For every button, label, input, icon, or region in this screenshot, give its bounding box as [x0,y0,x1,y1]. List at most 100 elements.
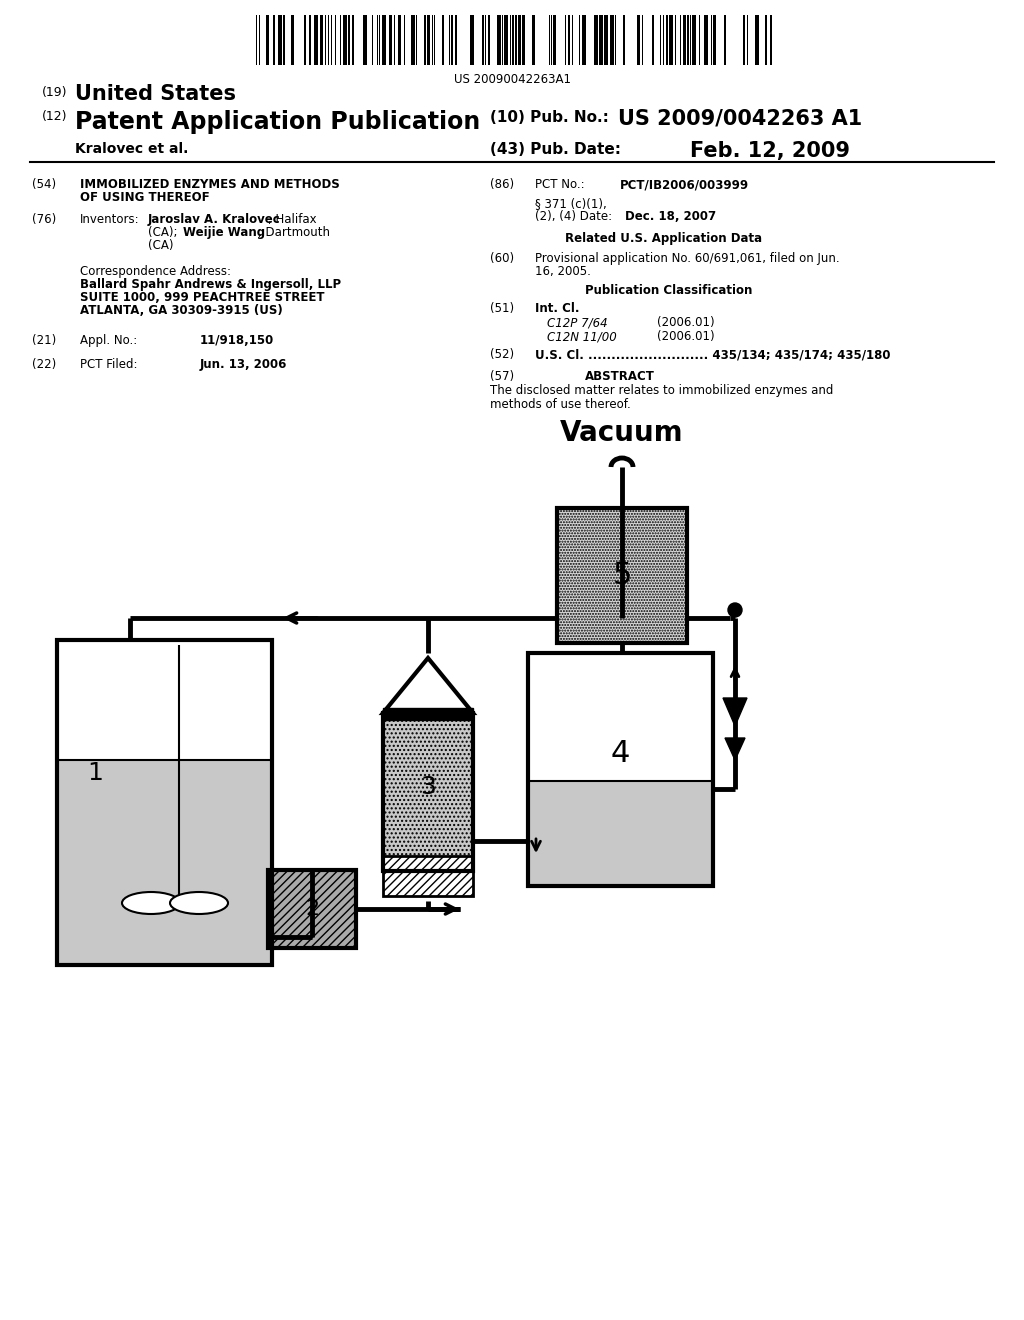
Bar [348,15,350,65]
Polygon shape [725,738,745,760]
Text: (52): (52) [490,348,514,360]
Text: 16, 2005.: 16, 2005. [535,265,591,279]
Bar [383,855,473,896]
Text: 4: 4 [610,739,630,768]
Text: PCT/IB2006/003999: PCT/IB2006/003999 [620,178,750,191]
Text: PCT Filed:: PCT Filed: [80,358,137,371]
Bar [512,15,514,65]
Text: US 20090042263A1: US 20090042263A1 [454,73,570,86]
Bar [610,15,614,65]
Bar [57,640,272,965]
Text: , Dartmouth: , Dartmouth [258,226,330,239]
Bar [765,15,767,65]
Text: SUITE 1000, 999 PEACHTREE STREET: SUITE 1000, 999 PEACHTREE STREET [80,290,325,304]
Bar [518,15,521,65]
Bar [623,15,625,65]
Bar [382,15,386,65]
Text: Vacuum: Vacuum [560,418,684,447]
Bar [343,15,347,65]
Bar [705,15,708,65]
Bar [528,781,713,886]
Bar [383,708,473,719]
Circle shape [728,603,742,616]
Bar [451,15,453,65]
Bar [522,15,525,65]
Bar [273,15,275,65]
Text: PCT No.:: PCT No.: [535,178,585,191]
Text: OF USING THEREOF: OF USING THEREOF [80,191,210,205]
Text: (12): (12) [42,110,68,123]
Bar [268,870,356,948]
Bar [283,15,285,65]
Text: 1: 1 [87,762,102,785]
Text: (60): (60) [490,252,514,265]
Bar [568,15,570,65]
Bar [383,713,473,871]
Bar [515,15,517,65]
Bar [427,15,430,65]
Bar [724,15,726,65]
Text: (43) Pub. Date:: (43) Pub. Date: [490,143,621,157]
Text: (2006.01): (2006.01) [657,315,715,329]
Text: Appl. No.:: Appl. No.: [80,334,137,347]
Polygon shape [723,698,746,726]
Text: Inventors:: Inventors: [80,213,139,226]
Text: C12P 7/64: C12P 7/64 [547,315,607,329]
Text: Kralovec et al.: Kralovec et al. [75,143,188,156]
Bar [442,15,444,65]
Text: § 371 (c)(1),: § 371 (c)(1), [535,197,607,210]
Bar [314,15,318,65]
Bar [604,15,608,65]
Bar [291,15,294,65]
Text: 2: 2 [305,899,319,919]
Bar [470,15,474,65]
Ellipse shape [122,892,180,913]
Bar [309,15,311,65]
Bar [482,15,484,65]
Bar [557,508,687,643]
Bar [488,15,490,65]
Bar [666,15,668,65]
Bar [692,15,696,65]
Bar [743,15,745,65]
Text: Weijie Wang: Weijie Wang [183,226,265,239]
Bar [497,15,501,65]
Bar [637,15,640,65]
Text: 3: 3 [420,775,436,799]
Text: Int. Cl.: Int. Cl. [535,302,580,315]
Text: (51): (51) [490,302,514,315]
Text: (76): (76) [32,213,56,226]
Text: Jaroslav A. Kralovec: Jaroslav A. Kralovec [148,213,281,226]
Bar [755,15,759,65]
Text: (86): (86) [490,178,514,191]
Bar [411,15,415,65]
Text: US 2009/0042263 A1: US 2009/0042263 A1 [618,108,862,128]
Text: (57): (57) [490,370,514,383]
Text: (19): (19) [42,86,68,99]
Bar [553,15,556,65]
Text: methods of use thereof.: methods of use thereof. [490,399,631,411]
Bar [504,15,508,65]
Text: 11/918,150: 11/918,150 [200,334,274,347]
Bar [383,713,473,871]
Text: Dec. 18, 2007: Dec. 18, 2007 [625,210,716,223]
Text: Publication Classification: Publication Classification [585,284,753,297]
Text: (CA): (CA) [148,239,173,252]
Text: United States: United States [75,84,236,104]
Bar [594,15,598,65]
Polygon shape [383,657,473,713]
Text: Related U.S. Application Data: Related U.S. Application Data [565,232,762,246]
Text: (54): (54) [32,178,56,191]
Bar [266,15,269,65]
Bar [528,653,713,886]
Text: (2), (4) Date:: (2), (4) Date: [535,210,612,223]
Text: ATLANTA, GA 30309-3915 (US): ATLANTA, GA 30309-3915 (US) [80,304,283,317]
Text: (CA);: (CA); [148,226,177,239]
Text: ABSTRACT: ABSTRACT [585,370,655,383]
Text: C12N 11/00: C12N 11/00 [547,330,616,343]
Text: Feb. 12, 2009: Feb. 12, 2009 [690,141,850,161]
Ellipse shape [170,892,228,913]
Bar [278,15,282,65]
Text: Jun. 13, 2006: Jun. 13, 2006 [200,358,288,371]
Text: , Halifax: , Halifax [268,213,316,226]
